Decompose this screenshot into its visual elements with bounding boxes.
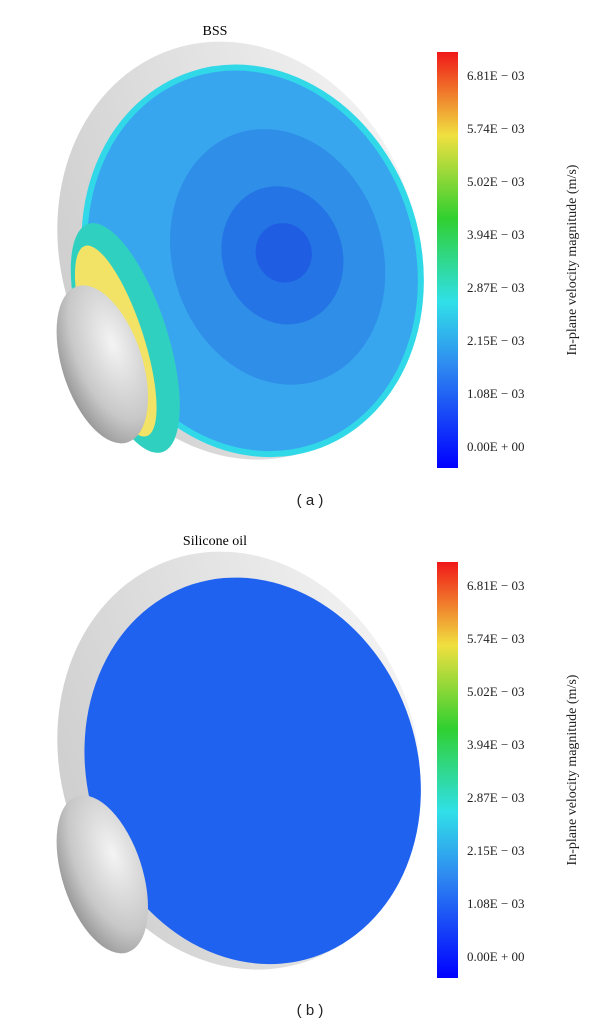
- colorbar-tick-label: 5.02E − 03: [467, 174, 525, 189]
- lens: [56, 285, 149, 444]
- colorbar-tick-label: 3.94E − 03: [467, 737, 525, 752]
- colorbar-label: In-plane velocity magnitude (m/s): [565, 674, 580, 865]
- panel-title: BSS: [203, 24, 228, 39]
- colorbar-tick-label: 2.15E − 03: [467, 843, 525, 858]
- colorbar-tick-label: 2.87E − 03: [467, 790, 525, 805]
- colorbar-tick-label: 2.87E − 03: [467, 280, 525, 295]
- colorbar-tick-label: 3.94E − 03: [467, 227, 525, 242]
- panel: BSS 6.81E − 03 5.74E − 03 5.02E − 03 3.94E −…: [56, 24, 580, 509]
- colorbar: [437, 52, 458, 468]
- eye-model: [56, 41, 424, 460]
- colorbar-tick-label: 5.02E − 03: [467, 684, 525, 699]
- colorbar: [437, 562, 458, 978]
- colorbar-tick-label: 2.15E − 03: [467, 333, 525, 348]
- panel-caption: ( a ): [297, 492, 324, 509]
- panel: Silicone oil 6.81E − 03 5.74E − 03 5.02E − …: [56, 534, 580, 1019]
- flow-core: [255, 223, 312, 283]
- colorbar-tick-label: 6.81E − 03: [467, 68, 525, 83]
- colorbar-tick-label: 0.00E + 00: [467, 949, 525, 964]
- lens: [56, 795, 149, 954]
- colorbar-tick-label: 5.74E − 03: [467, 121, 525, 136]
- eye-model: [56, 551, 421, 970]
- colorbar-tick-label: 6.81E − 03: [467, 578, 525, 593]
- panel-caption: ( b ): [297, 1002, 324, 1019]
- colorbar-tick-label: 1.08E − 03: [467, 386, 525, 401]
- colorbar-tick-label: 5.74E − 03: [467, 631, 525, 646]
- colorbar-label: In-plane velocity magnitude (m/s): [565, 164, 580, 355]
- panel-title: Silicone oil: [183, 534, 247, 549]
- vitreous: [84, 577, 421, 965]
- colorbar-tick-label: 1.08E − 03: [467, 896, 525, 911]
- colorbar-tick-label: 0.00E + 00: [467, 439, 525, 454]
